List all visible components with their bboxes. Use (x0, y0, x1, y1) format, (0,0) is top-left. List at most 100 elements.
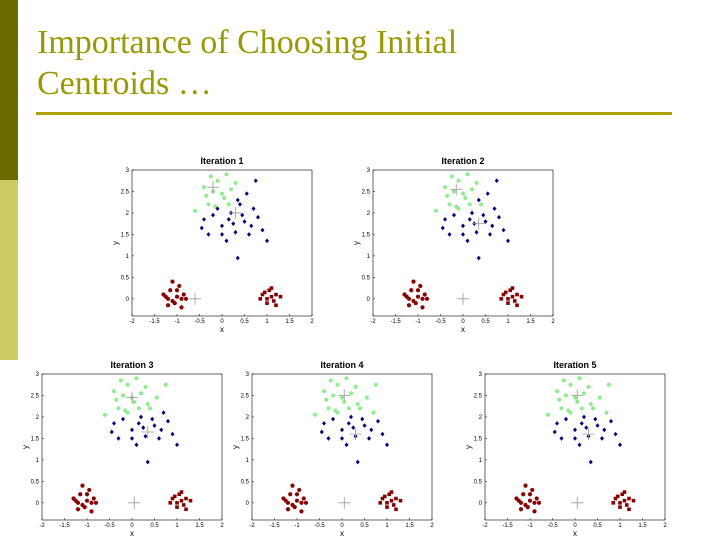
data-point (418, 283, 423, 289)
data-point (559, 406, 564, 411)
data-point (235, 255, 240, 261)
data-point (461, 232, 465, 237)
accent-bar-bottom (0, 180, 18, 360)
data-point (247, 232, 251, 237)
data-point (467, 202, 472, 207)
data-point (451, 189, 457, 194)
data-point (624, 503, 629, 507)
data-point (294, 498, 300, 503)
x-axis-label: x (340, 529, 344, 538)
y-tick-label: 2 (36, 415, 40, 421)
data-point (415, 294, 421, 299)
data-point (349, 414, 353, 420)
data-point (613, 496, 618, 501)
data-point (181, 503, 186, 507)
data-point (328, 378, 333, 383)
data-point (163, 294, 168, 299)
data-point (476, 197, 481, 203)
data-point (301, 496, 306, 501)
data-point (251, 206, 256, 211)
data-point (84, 498, 90, 503)
data-point (143, 433, 148, 439)
data-point (134, 442, 139, 448)
x-tick-label: 0 (461, 319, 465, 325)
x-tick-label: 0.5 (360, 523, 369, 529)
y-tick-label: 0.5 (121, 275, 130, 281)
data-point (470, 210, 474, 216)
data-point (631, 498, 636, 503)
data-point (382, 494, 387, 499)
data-point (415, 288, 421, 293)
data-point (413, 301, 418, 306)
data-point (465, 172, 470, 177)
data-point (387, 492, 392, 497)
data-point (515, 292, 519, 297)
data-point (170, 496, 175, 501)
data-point (136, 421, 141, 426)
x-tick-label: -2 (482, 523, 488, 529)
data-point (319, 429, 324, 435)
x-tick-label: 2 (663, 523, 667, 529)
data-point (527, 492, 533, 497)
scatter-plot-svg: Iteration 3 -2 -1.5 -1 -0.5 0 0.5 1 1.5 2 0 0.5 1 1.5… (21, 360, 224, 538)
data-point (579, 406, 584, 411)
data-point (389, 490, 394, 494)
x-tick-label: 1 (265, 319, 269, 325)
data-point (573, 427, 577, 433)
scatter-plot-iteration-4: Iteration 4 -2 -1.5 -1 -0.5 0 0.5 1 1.5 2 0 0.5 1 1.5… (231, 357, 442, 539)
data-point (130, 427, 134, 433)
data-point (120, 393, 126, 398)
data-point (134, 376, 139, 381)
data-point (510, 286, 515, 290)
data-point (228, 187, 234, 192)
data-point (483, 219, 488, 224)
data-point (557, 397, 562, 402)
y-tick-label: 3 (367, 168, 371, 174)
y-tick-label: 3 (479, 372, 483, 378)
data-point (346, 406, 351, 411)
data-point (299, 509, 304, 514)
data-point (355, 401, 360, 407)
data-point (114, 397, 119, 402)
y-tick-label: 2.5 (121, 189, 130, 195)
data-point (145, 459, 150, 465)
data-point (346, 421, 351, 426)
data-point (593, 416, 598, 422)
slide-title-line1: Importance of Choosing Initial (37, 24, 458, 61)
data-point (125, 382, 130, 387)
centroid-marker (571, 389, 584, 402)
x-tick-label: -2 (39, 523, 45, 529)
data-point (335, 410, 340, 415)
data-point (460, 191, 466, 196)
data-point (102, 412, 108, 417)
x-tick-label: -1.5 (390, 319, 401, 325)
data-point (552, 429, 557, 435)
data-point (530, 487, 535, 493)
data-point (192, 208, 198, 213)
data-point (622, 498, 627, 503)
data-point (233, 229, 238, 235)
data-point (564, 416, 568, 422)
y-tick-label: 3 (126, 168, 130, 174)
data-point (376, 418, 380, 424)
y-tick-label: 1.5 (121, 232, 130, 238)
data-point (335, 382, 340, 387)
centroid-marker (338, 496, 351, 509)
centroid-marker (338, 389, 351, 402)
data-point (240, 212, 245, 218)
data-point (172, 494, 177, 499)
x-axis-label: x (461, 325, 465, 334)
data-point (260, 292, 265, 297)
data-point (525, 505, 530, 510)
data-point (265, 297, 269, 301)
chart-title: Iteration 1 (200, 156, 243, 166)
data-point (581, 391, 587, 396)
data-point (573, 436, 577, 441)
data-point (271, 299, 276, 303)
data-point (445, 193, 450, 198)
x-tick-label: 1 (385, 523, 389, 529)
data-point (177, 283, 182, 289)
centroid-marker (141, 425, 154, 438)
data-point (577, 376, 582, 381)
data-point (202, 217, 206, 222)
